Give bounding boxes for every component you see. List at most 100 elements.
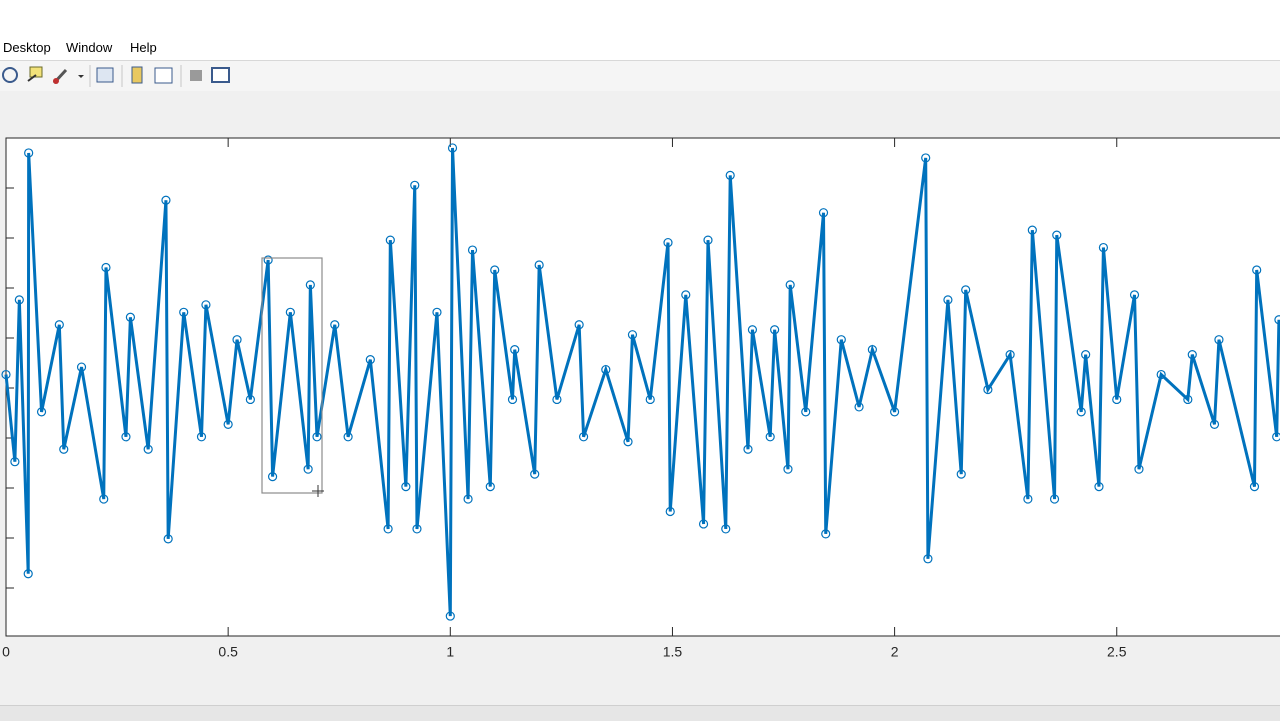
hide-tools-button[interactable] [190,70,202,81]
x-tick-label: 2 [891,644,899,660]
point [818,208,829,218]
point [143,444,153,454]
point [232,335,242,345]
point [1005,350,1015,360]
point [485,482,495,492]
point [1274,315,1280,325]
cursor [312,485,324,497]
point [101,262,111,273]
point [663,237,673,248]
point [1214,335,1224,345]
point [312,432,322,442]
menu-bar: Desktop Window Help [0,36,1280,60]
point [76,362,87,372]
menu-item[interactable]: Window [66,40,113,55]
x-tick-label: 1.5 [663,644,683,660]
point [983,384,993,395]
point [385,235,395,245]
point [770,325,780,335]
point [401,482,411,492]
figure-area: 0 0.5 1 1.5 2 2.5 [0,91,1280,705]
point [956,469,966,479]
point [854,402,864,412]
point [923,554,933,564]
x-tick-label: 0 [2,644,10,660]
brush-button[interactable] [52,68,84,85]
point [601,364,611,375]
point [330,320,340,330]
status-bar [0,705,1280,721]
point [36,407,47,417]
point [1112,394,1122,405]
point [1183,394,1193,405]
point [163,534,173,544]
link-button[interactable] [96,67,114,83]
point [383,524,393,534]
point [223,419,233,429]
point [121,432,131,442]
point [783,464,793,474]
chart: 0 0.5 1 1.5 2 2.5 [1,137,1280,660]
rotate-button[interactable] [2,67,18,83]
x-tick-label: 0.5 [218,644,238,660]
point [1052,230,1062,240]
point [365,355,375,365]
legend-button[interactable] [154,67,173,84]
x-tick-label: 1 [446,644,454,660]
point [161,195,171,205]
menu-item[interactable]: Help [130,40,157,55]
point [681,290,691,300]
point [343,432,353,442]
point [412,524,422,534]
point [627,330,638,340]
point [263,255,273,265]
point [801,407,811,417]
point [285,307,295,317]
point [747,325,758,335]
point [1027,225,1037,235]
point [125,312,136,322]
toolbar [0,60,1280,92]
point [490,265,500,275]
colorbar-button[interactable] [131,66,143,84]
point [765,432,775,442]
point [534,260,544,270]
point [24,148,34,158]
point [785,280,795,290]
point [698,519,709,529]
point [1076,407,1086,417]
point [578,432,589,442]
selection-box [261,257,323,494]
point [1081,350,1091,360]
point [1209,419,1220,429]
point [552,394,562,405]
toolbar-icons [2,65,230,87]
point [961,285,971,295]
point [1049,494,1060,504]
point [99,494,109,504]
point [303,464,313,474]
point [59,444,69,454]
point [1249,482,1260,492]
point [1252,265,1262,275]
point [447,143,458,153]
point [1187,350,1197,360]
waveform-line [4,147,1280,617]
point [703,235,713,245]
title-bar [0,0,1280,36]
menu-item[interactable]: Desktop [3,40,51,55]
point [743,444,753,454]
point [665,506,675,517]
dock-button[interactable] [211,67,230,83]
point [1156,369,1166,380]
point [1272,432,1280,442]
point [725,170,735,180]
point [305,280,315,290]
point [410,180,420,190]
point [721,524,731,534]
data-cursor-button[interactable] [27,66,43,82]
point [445,611,455,621]
point [574,320,584,330]
point [432,307,442,317]
point [1094,482,1104,492]
